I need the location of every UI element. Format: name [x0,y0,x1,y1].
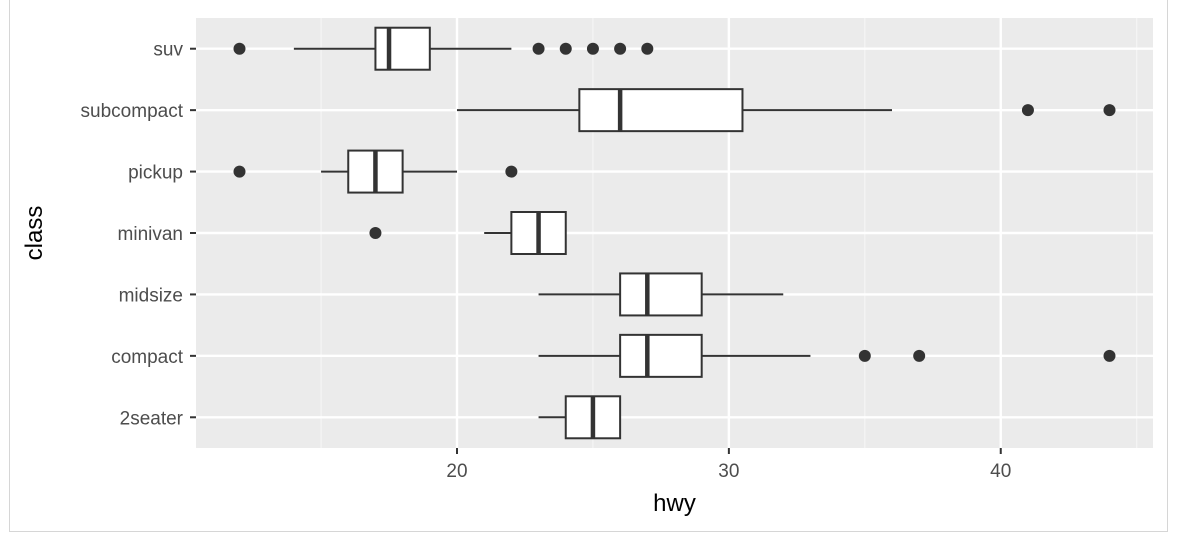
y-tick-label: subcompact [81,101,184,122]
box-layer [233,26,1116,440]
outlier-point [1103,104,1116,117]
outlier-point [858,349,871,362]
box-iqr [619,272,703,317]
outlier-point [586,42,599,55]
y-axis-title: class [21,206,48,261]
plot-frame [9,0,1168,532]
box-minivan [369,211,567,255]
box-pickup [233,149,518,194]
outlier-point [233,42,246,55]
box-2seater [538,395,622,440]
y-tick-label: 2seater [120,408,184,429]
box-iqr [619,333,703,378]
x-axis: 20 30 40 [446,448,1011,482]
outlier-point [559,42,572,55]
box-midsize [538,272,784,317]
y-tick-label: compact [111,347,184,368]
outlier-point [913,349,926,362]
x-tick-label: 20 [446,461,467,482]
outlier-point [233,165,246,178]
outlier-point [369,227,382,239]
outlier-point [505,165,518,178]
outlier-point [532,42,545,55]
outlier-point [1103,349,1116,362]
box-subcompact [457,88,1116,133]
box-iqr [374,26,431,71]
y-axis: 2seater compact midsize minivan pickup subcom… [81,40,196,429]
outlier-point [641,42,654,55]
outlier-point [1021,104,1034,117]
y-tick-label: suv [153,40,183,61]
box-compact [538,333,1116,378]
box-suv [233,26,654,71]
y-tick-label: minivan [118,224,183,245]
outlier-point [614,42,627,55]
x-axis-title: hwy [653,490,696,517]
y-tick-label: pickup [128,163,183,184]
y-tick-label: midsize [119,285,183,306]
box-iqr [578,88,744,133]
x-tick-label: 30 [718,461,739,482]
x-tick-label: 40 [990,461,1011,482]
